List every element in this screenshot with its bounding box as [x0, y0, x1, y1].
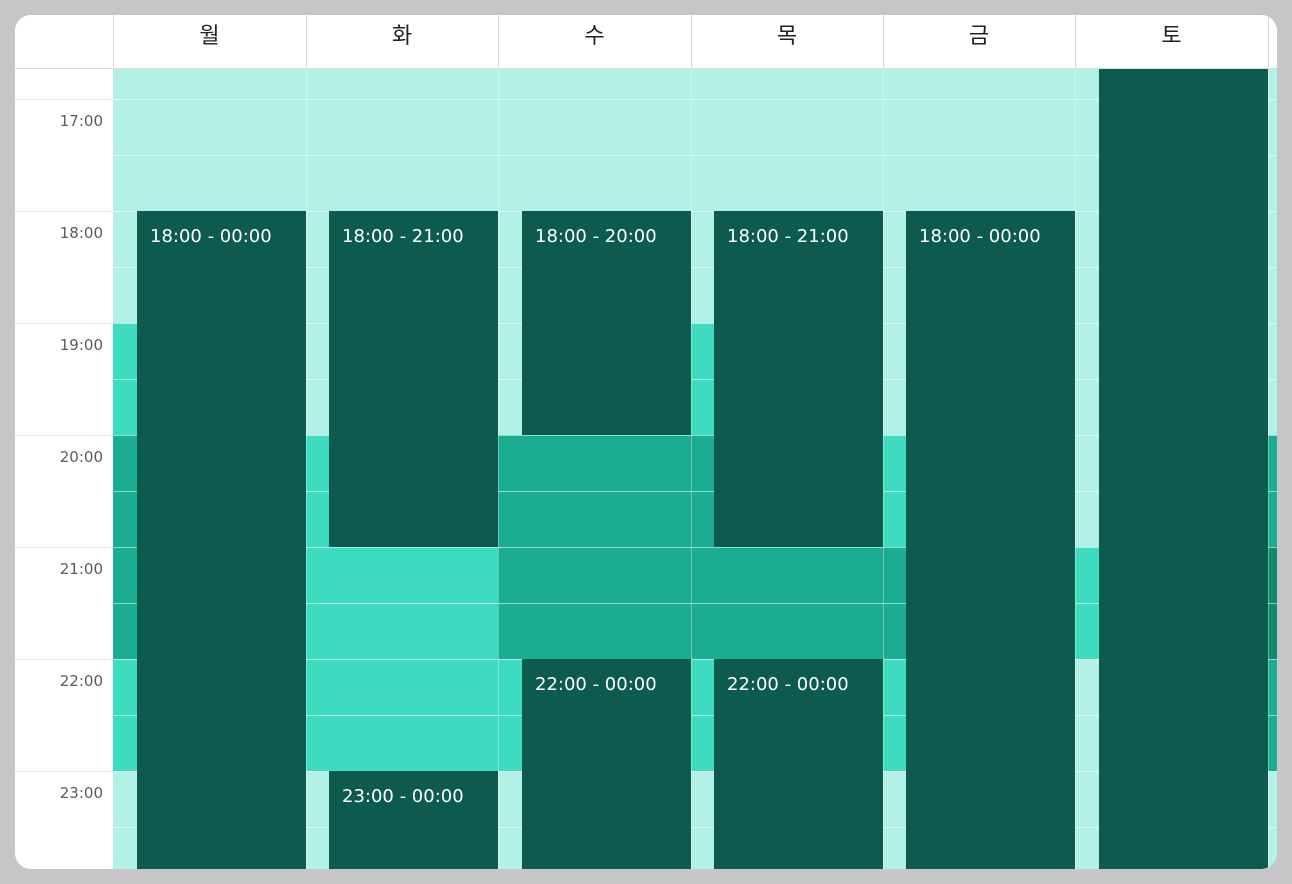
availability-cell[interactable]	[306, 603, 498, 659]
event-time-label: 22:00 - 00:00	[535, 674, 657, 695]
schedule-panel: 18:00 - 00:00 18:00 - 21:00 23:00 - 00:00 1…	[15, 15, 1277, 869]
event-time-label: 23:00 - 00:00	[342, 786, 464, 807]
hour-line	[15, 771, 113, 772]
availability-cell[interactable]	[691, 69, 883, 99]
availability-cell[interactable]	[498, 547, 691, 603]
hour-label: 21:00	[59, 560, 103, 578]
event-time-label: 18:00 - 00:00	[150, 226, 272, 247]
availability-cell[interactable]	[113, 69, 306, 99]
hour-line	[15, 547, 113, 548]
availability-cell[interactable]	[498, 99, 691, 155]
availability-cell[interactable]	[691, 99, 883, 155]
hour-line	[15, 435, 113, 436]
day-header: 화	[391, 24, 413, 49]
event-time-label: 18:00 - 20:00	[535, 226, 657, 247]
availability-cell[interactable]	[883, 69, 1075, 99]
day-header: 금	[968, 24, 990, 49]
event-block[interactable]: 18:00 - 00:00	[906, 211, 1075, 869]
right-edge-overlay	[1277, 0, 1292, 884]
availability-cell[interactable]	[1268, 603, 1277, 659]
availability-cell[interactable]	[1268, 547, 1277, 603]
header-divider	[883, 15, 884, 68]
header-divider	[1075, 15, 1076, 68]
event-block[interactable]: 18:00 - 20:00	[522, 211, 691, 435]
hour-line	[15, 211, 113, 212]
availability-cell[interactable]	[498, 491, 691, 547]
availability-cell[interactable]	[691, 155, 883, 211]
availability-cell[interactable]	[691, 547, 883, 603]
hour-label: 22:00	[59, 672, 103, 690]
event-block[interactable]: 18:00 - 21:00	[714, 211, 883, 547]
availability-cell[interactable]	[1268, 323, 1277, 379]
event-time-label: 22:00 - 00:00	[727, 674, 849, 695]
availability-cell[interactable]	[1268, 491, 1277, 547]
availability-cell[interactable]	[1268, 435, 1277, 491]
availability-cell[interactable]	[113, 155, 306, 211]
availability-cell[interactable]	[1268, 379, 1277, 435]
availability-cell[interactable]	[1268, 155, 1277, 211]
event-block[interactable]: 18:00 - 00:00	[137, 211, 306, 869]
day-header: 목	[776, 24, 798, 49]
event-block[interactable]: 22:00 - 00:00	[714, 659, 883, 869]
availability-cell[interactable]	[883, 155, 1075, 211]
availability-cell[interactable]	[498, 435, 691, 491]
availability-cell[interactable]	[1268, 827, 1277, 869]
hour-line	[15, 659, 113, 660]
event-block[interactable]: 23:00 - 00:00	[329, 771, 498, 869]
header-divider	[113, 15, 114, 68]
availability-cell[interactable]	[306, 547, 498, 603]
availability-cell[interactable]	[306, 69, 498, 99]
availability-cell[interactable]	[1268, 99, 1277, 155]
hour-label: 23:00	[59, 784, 103, 802]
event-block[interactable]: 18:00 - 21:00	[329, 211, 498, 547]
availability-cell[interactable]	[498, 603, 691, 659]
header-divider	[1268, 15, 1269, 68]
header-divider	[691, 15, 692, 68]
event-time-label: 18:00 - 21:00	[342, 226, 464, 247]
availability-cell[interactable]	[113, 99, 306, 155]
availability-cell[interactable]	[498, 69, 691, 99]
availability-cell[interactable]	[883, 99, 1075, 155]
event-block[interactable]	[1099, 69, 1268, 869]
header-divider	[306, 15, 307, 68]
event-block[interactable]: 22:00 - 00:00	[522, 659, 691, 869]
availability-cell[interactable]	[306, 659, 498, 715]
hour-label: 19:00	[59, 336, 103, 354]
header-background	[15, 15, 1277, 68]
day-header: 토	[1161, 24, 1182, 49]
availability-cell[interactable]	[306, 715, 498, 771]
event-time-label: 18:00 - 00:00	[919, 226, 1041, 247]
availability-cell[interactable]	[306, 99, 498, 155]
availability-cell[interactable]	[1268, 771, 1277, 827]
hour-label: 17:00	[59, 112, 103, 130]
header-divider	[498, 15, 499, 68]
availability-cell[interactable]	[1268, 69, 1277, 99]
availability-cell[interactable]	[306, 155, 498, 211]
hour-label: 20:00	[59, 448, 103, 466]
availability-cell[interactable]	[1268, 715, 1277, 771]
hour-line	[15, 323, 113, 324]
availability-cell[interactable]	[1268, 659, 1277, 715]
day-header: 월	[199, 24, 220, 49]
event-time-label: 18:00 - 21:00	[727, 226, 849, 247]
availability-cell[interactable]	[691, 603, 883, 659]
bottom-edge-overlay	[0, 869, 1292, 884]
availability-cell[interactable]	[498, 155, 691, 211]
availability-cell[interactable]	[1268, 211, 1277, 267]
day-header: 수	[584, 24, 605, 49]
hour-label: 18:00	[59, 224, 103, 242]
availability-cell[interactable]	[1268, 267, 1277, 323]
hour-line	[15, 99, 113, 100]
header-bottom-border	[15, 68, 1277, 69]
